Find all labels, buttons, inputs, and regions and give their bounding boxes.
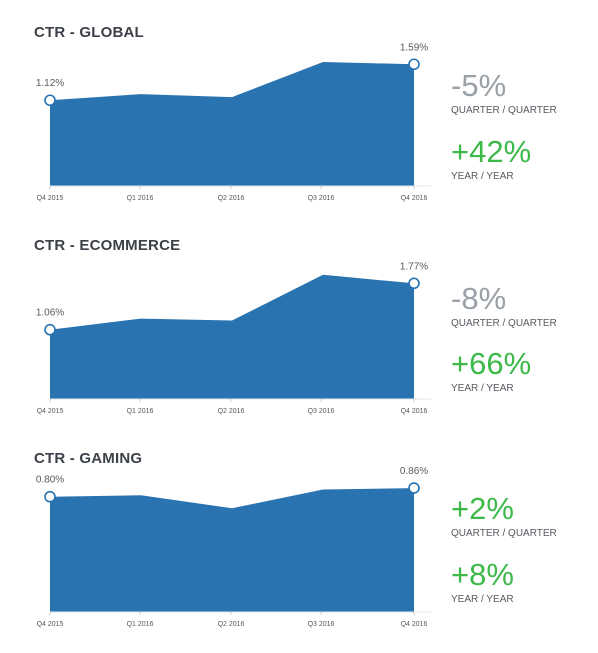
stat-label: QUARTER / QUARTER xyxy=(451,528,557,539)
series-area xyxy=(50,61,414,186)
chart-panel-gaming: CTR - GAMING Q4 2015 Q1 2016 Q2 2016 Q3 201… xyxy=(0,426,598,638)
stat-label: YEAR / YEAR xyxy=(451,594,514,605)
x-tick-label: Q3 2016 xyxy=(308,195,335,202)
x-tick-label: Q4 2015 xyxy=(37,621,64,628)
x-tick-label: Q4 2015 xyxy=(37,195,64,202)
x-tick-label: Q4 2015 xyxy=(37,408,64,415)
x-tick-label: Q1 2016 xyxy=(127,408,154,415)
start-point-marker xyxy=(44,94,56,107)
end-point-label: 1.59% xyxy=(400,42,428,53)
start-point-label: 1.06% xyxy=(36,308,64,319)
stat-value: +8% xyxy=(451,557,514,592)
start-point-marker xyxy=(44,323,56,336)
x-tick-label: Q4 2016 xyxy=(401,408,428,415)
chart-panel-ecommerce: CTR - ECOMMERCE Q4 2015 Q1 2016 Q2 2016 Q3 … xyxy=(0,213,598,425)
area-chart-gaming: Q4 2015 Q1 2016 Q2 2016 Q3 2016 Q4 2016 0.80%… xyxy=(36,466,431,628)
stat-value: -5% xyxy=(451,68,507,103)
stat-value: +42% xyxy=(451,134,532,169)
stat-quarter: -8% QUARTER / QUARTER xyxy=(451,283,557,329)
chart-panel-global: CTR - GLOBAL Q4 2015 Q1 2016 Q2 2016 Q3 201… xyxy=(0,0,598,212)
x-tick-label: Q2 2016 xyxy=(218,621,245,628)
x-tick-label: Q4 2016 xyxy=(401,621,428,628)
x-tick-label: Q2 2016 xyxy=(218,195,245,202)
x-tick-label: Q3 2016 xyxy=(308,621,335,628)
chart-title: CTR - ECOMMERCE xyxy=(34,237,181,254)
x-tick-label: Q2 2016 xyxy=(218,408,245,415)
end-point-marker xyxy=(408,482,420,494)
stat-label: QUARTER / QUARTER xyxy=(451,105,557,116)
series-area xyxy=(50,274,414,399)
end-point-label: 1.77% xyxy=(400,261,428,272)
stat-label: YEAR / YEAR xyxy=(451,171,514,182)
series-area xyxy=(50,488,414,612)
start-point-label: 0.80% xyxy=(36,475,64,486)
stat-quarter: -5% QUARTER / QUARTER xyxy=(451,70,557,116)
x-tick-label: Q1 2016 xyxy=(127,621,154,628)
stat-year: +42% YEAR / YEAR xyxy=(451,136,531,182)
end-point-marker xyxy=(408,277,420,290)
stat-year: +8% YEAR / YEAR xyxy=(451,559,514,605)
chart-title: CTR - GLOBAL xyxy=(34,24,144,41)
area-chart-ecommerce: Q4 2015 Q1 2016 Q2 2016 Q3 2016 Q4 2016 1.06%… xyxy=(36,261,431,415)
stat-label: QUARTER / QUARTER xyxy=(451,318,557,329)
stat-quarter: +2% QUARTER / QUARTER xyxy=(451,493,557,539)
chart-title: CTR - GAMING xyxy=(34,450,143,467)
x-tick-label: Q3 2016 xyxy=(308,408,335,415)
stat-label: YEAR / YEAR xyxy=(451,383,514,394)
stat-value: -8% xyxy=(451,281,507,316)
x-tick-label: Q1 2016 xyxy=(127,195,154,202)
start-point-label: 1.12% xyxy=(36,78,64,89)
stat-value: +2% xyxy=(451,491,514,526)
start-point-marker xyxy=(44,490,56,503)
end-point-marker xyxy=(408,58,420,71)
area-chart-global: Q4 2015 Q1 2016 Q2 2016 Q3 2016 Q4 2016 1.12%… xyxy=(36,42,431,202)
x-tick-label: Q4 2016 xyxy=(401,195,428,202)
stat-value: +66% xyxy=(451,346,532,381)
stat-year: +66% YEAR / YEAR xyxy=(451,348,531,394)
end-point-label: 0.86% xyxy=(400,466,428,477)
